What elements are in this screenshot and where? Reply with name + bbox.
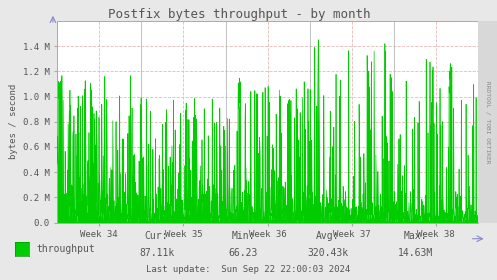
Text: 14.63M: 14.63M (398, 248, 432, 258)
Text: 66.23: 66.23 (229, 248, 258, 258)
Text: Avg:: Avg: (316, 231, 340, 241)
Text: RRDTOOL / TOBI OETIKER: RRDTOOL / TOBI OETIKER (485, 81, 490, 163)
Text: 87.11k: 87.11k (139, 248, 174, 258)
Text: Postfix bytes throughput - by month: Postfix bytes throughput - by month (108, 8, 370, 21)
Text: throughput: throughput (36, 244, 95, 254)
Text: 320.43k: 320.43k (308, 248, 348, 258)
Text: Cur:: Cur: (145, 231, 168, 241)
Y-axis label: bytes / second: bytes / second (9, 84, 18, 159)
Text: Max:: Max: (403, 231, 427, 241)
Text: Min:: Min: (232, 231, 255, 241)
Text: Last update:  Sun Sep 22 22:00:03 2024: Last update: Sun Sep 22 22:00:03 2024 (147, 265, 350, 274)
